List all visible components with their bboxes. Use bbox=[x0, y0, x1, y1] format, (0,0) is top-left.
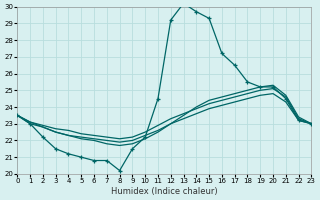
X-axis label: Humidex (Indice chaleur): Humidex (Indice chaleur) bbox=[111, 187, 218, 196]
